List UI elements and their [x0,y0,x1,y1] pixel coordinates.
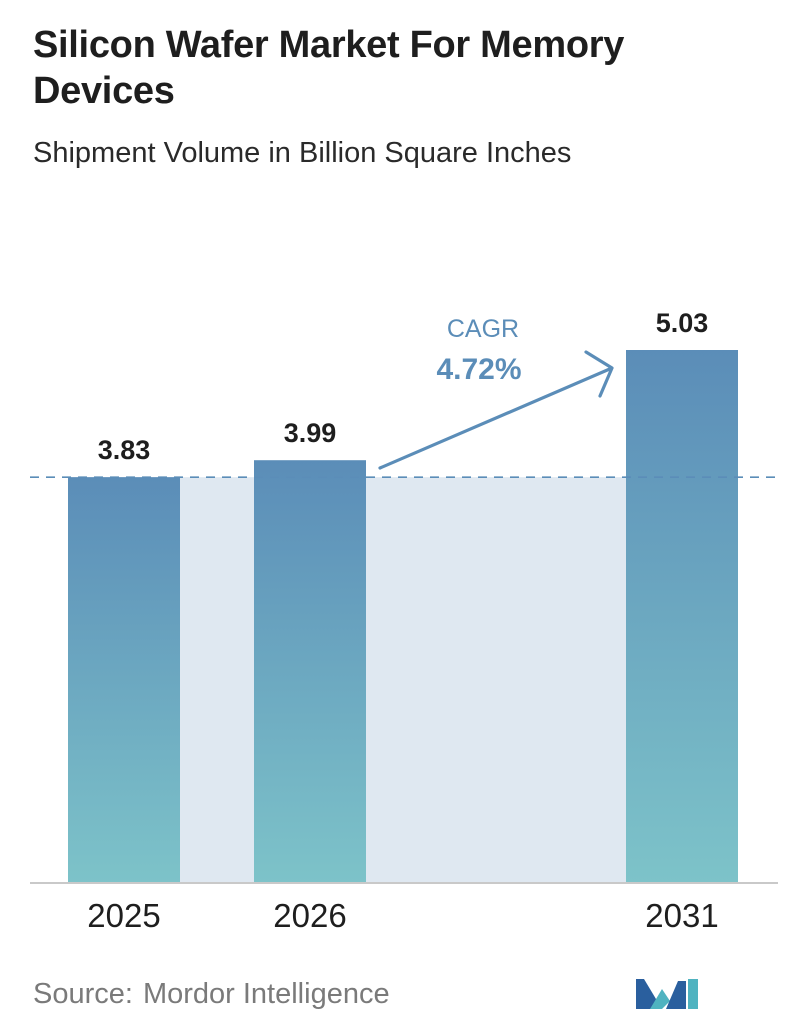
chart-title: Silicon Wafer Market For Memory Devices [33,24,625,112]
bar-layer [68,350,738,883]
bar-chart: 3.83 2025 3.99 2026 5.03 2031 CAGR 4.72% [30,308,780,934]
data-label-2031: 5.03 [656,308,709,338]
bar-2026 [254,460,366,883]
bar-2025 [68,477,180,883]
cagr-label: CAGR [447,315,519,343]
source-line: Source: Mordor Intelligence [33,978,390,1011]
bar-2031 [626,350,738,883]
x-tick-label-2025: 2025 [87,897,160,934]
data-label-2026: 3.99 [284,418,337,448]
label-layer: 3.83 2025 3.99 2026 5.03 2031 [87,308,718,934]
cagr-annotation: CAGR 4.72% [378,315,614,470]
data-label-2025: 3.83 [98,435,151,465]
mordor-intelligence-logo-icon [636,979,698,1009]
chart-subtitle: Shipment Volume in Billion Square Inches [33,137,572,169]
cagr-value: 4.72% [436,353,521,386]
x-tick-label-2031: 2031 [645,897,718,934]
source-name: Mordor Intelligence [142,978,390,1010]
source-label: Source: [33,978,133,1010]
x-tick-label-2026: 2026 [273,897,346,934]
cagr-arrow-icon [378,350,614,470]
